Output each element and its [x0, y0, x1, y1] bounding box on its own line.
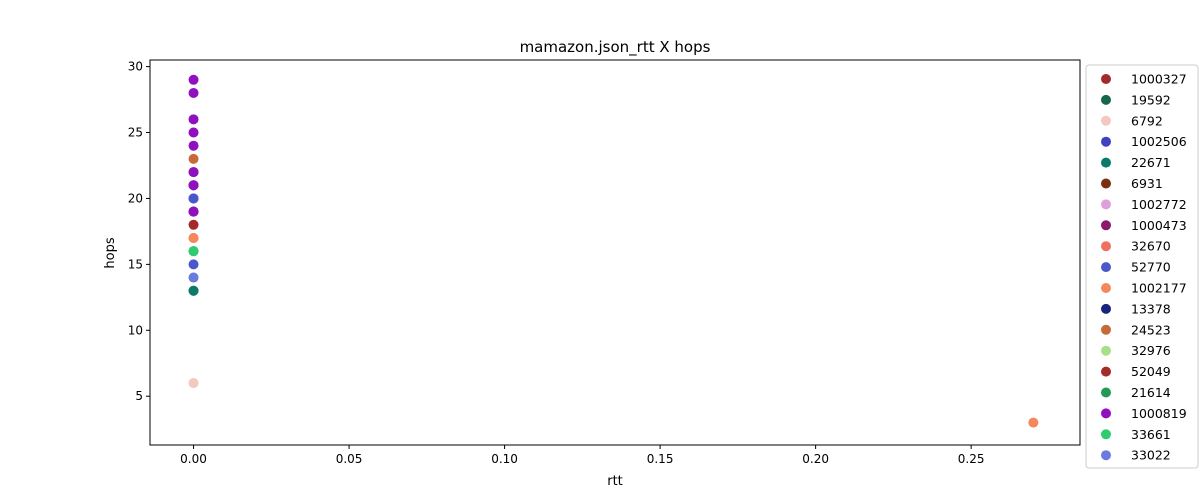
data-point	[188, 127, 199, 138]
y-tick-label: 5	[135, 389, 143, 403]
x-tick-label: 0.05	[336, 452, 363, 466]
y-tick-label: 25	[128, 126, 143, 140]
x-tick-label: 0.00	[180, 452, 207, 466]
data-point	[188, 272, 199, 283]
legend-marker	[1101, 345, 1111, 356]
legend-marker	[1101, 262, 1111, 273]
legend-label: 1002177	[1131, 281, 1187, 296]
legend-marker	[1101, 94, 1111, 105]
data-point	[188, 219, 199, 230]
data-point	[1028, 417, 1039, 428]
data-point	[188, 246, 199, 257]
legend-marker	[1101, 429, 1111, 440]
legend-label: 24523	[1131, 322, 1171, 337]
data-point	[188, 153, 199, 164]
data-point	[188, 232, 199, 243]
chart-title: mamazon.json_rtt X hops	[520, 38, 711, 57]
legend-marker	[1101, 136, 1111, 147]
legend-label: 13378	[1131, 301, 1171, 316]
legend-marker	[1101, 408, 1111, 419]
data-point	[188, 140, 199, 151]
legend-marker	[1101, 283, 1111, 293]
x-tick-label: 0.15	[647, 452, 674, 466]
legend-label: 1002772	[1131, 197, 1187, 212]
x-tick-label: 0.25	[958, 452, 985, 466]
legend-label: 1000327	[1131, 72, 1187, 87]
legend-label: 1000473	[1131, 218, 1187, 233]
legend-label: 21614	[1131, 385, 1171, 400]
data-point	[188, 180, 199, 191]
y-tick-label: 10	[128, 323, 143, 337]
x-tick-label: 0.20	[802, 452, 829, 466]
legend-marker	[1101, 178, 1111, 189]
y-axis-label: hops	[103, 237, 118, 268]
x-axis-label: rtt	[607, 474, 623, 489]
legend: 1000327 19592 6792 1002506 22671 6931 1002772 1…	[1085, 64, 1199, 469]
legend-label: 6792	[1131, 113, 1163, 128]
plot-area-frame	[149, 59, 1081, 446]
legend-label: 22671	[1131, 155, 1171, 170]
legend-label: 33022	[1131, 448, 1171, 463]
data-points	[188, 74, 1039, 428]
legend-label: 33661	[1131, 427, 1171, 442]
legend-label: 19592	[1131, 92, 1171, 107]
legend-label: 32976	[1131, 343, 1171, 358]
x-tick-label: 0.10	[491, 452, 518, 466]
legend-marker	[1101, 115, 1111, 126]
legend-label: 52770	[1131, 260, 1171, 275]
legend-label: 32670	[1131, 239, 1171, 254]
data-point	[188, 87, 199, 98]
data-point	[188, 285, 199, 296]
legend-marker	[1101, 220, 1111, 231]
legend-label: 52049	[1131, 364, 1171, 379]
y-tick-label: 30	[128, 60, 143, 74]
data-point	[188, 378, 199, 389]
legend-label: 1000819	[1131, 406, 1187, 421]
legend-marker	[1101, 74, 1111, 84]
legend-marker	[1101, 324, 1111, 335]
legend-marker	[1101, 450, 1111, 461]
legend-frame	[1085, 64, 1199, 469]
legend-marker	[1101, 303, 1111, 314]
legend-marker	[1101, 199, 1111, 210]
data-point	[188, 167, 199, 178]
y-tick-label: 15	[128, 257, 143, 271]
legend-marker	[1101, 157, 1111, 168]
y-axis: 5 10 15 20 25 30	[128, 60, 150, 403]
data-point	[188, 114, 199, 125]
legend-marker	[1101, 241, 1111, 252]
data-point	[188, 206, 199, 217]
legend-marker	[1101, 387, 1111, 398]
legend-label: 6931	[1131, 176, 1163, 191]
legend-label: 1002506	[1131, 134, 1187, 149]
legend-marker	[1101, 366, 1111, 377]
data-point	[188, 259, 199, 270]
y-tick-label: 20	[128, 191, 143, 205]
x-axis: 0.00 0.05 0.10 0.15 0.20 0.25	[180, 445, 984, 466]
data-point	[188, 193, 199, 204]
data-point	[188, 74, 199, 85]
